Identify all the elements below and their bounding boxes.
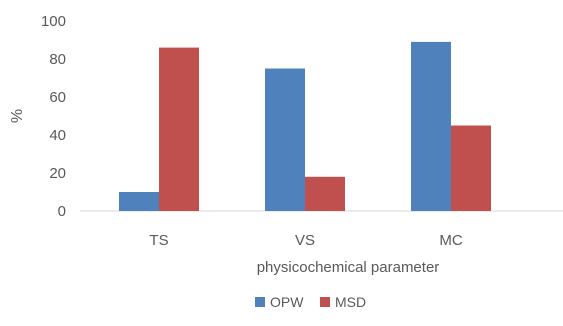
legend: OPW MSD — [255, 294, 366, 310]
y-tick-label: 40 — [49, 127, 66, 144]
legend-swatch-opw — [255, 297, 265, 307]
legend-label-msd: MSD — [335, 294, 366, 310]
bar-opw-vs — [265, 68, 305, 211]
bar-opw-ts — [119, 192, 159, 211]
y-tick-label: 0 — [58, 203, 66, 220]
legend-swatch-msd — [320, 297, 330, 307]
bars — [119, 41, 491, 212]
x-tick-label: VS — [295, 232, 315, 249]
legend-label-opw: OPW — [270, 294, 304, 310]
x-axis-ticks: TS VS MC — [149, 232, 462, 249]
y-tick-label: 80 — [49, 51, 66, 68]
y-axis-label: % — [9, 109, 26, 123]
y-tick-label: 60 — [49, 89, 66, 106]
y-tick-label: 100 — [41, 13, 66, 30]
x-tick-label: MC — [439, 232, 462, 249]
bar-msd-mc — [451, 125, 491, 211]
bar-msd-vs — [305, 176, 345, 211]
x-axis-label: physicochemical parameter — [257, 259, 440, 276]
bar-opw-mc — [411, 41, 451, 212]
y-tick-label: 20 — [49, 165, 66, 182]
x-tick-label: TS — [149, 232, 168, 249]
bar-msd-ts — [159, 47, 199, 211]
y-axis-ticks: 0 20 40 60 80 100 — [41, 13, 66, 220]
